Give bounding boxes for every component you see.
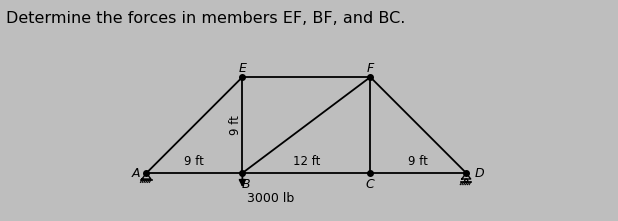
- Text: A: A: [132, 167, 140, 179]
- Text: 3000 lb: 3000 lb: [247, 192, 294, 205]
- Text: E: E: [239, 62, 247, 75]
- Text: 9 ft: 9 ft: [408, 155, 428, 168]
- Text: 9 ft: 9 ft: [229, 115, 242, 135]
- Text: B: B: [241, 178, 250, 191]
- Text: F: F: [366, 62, 374, 75]
- Text: 12 ft: 12 ft: [293, 155, 320, 168]
- Text: 9 ft: 9 ft: [184, 155, 205, 168]
- Text: D: D: [474, 167, 484, 179]
- Text: C: C: [366, 178, 375, 191]
- Text: Determine the forces in members EF, BF, and BC.: Determine the forces in members EF, BF, …: [6, 11, 405, 26]
